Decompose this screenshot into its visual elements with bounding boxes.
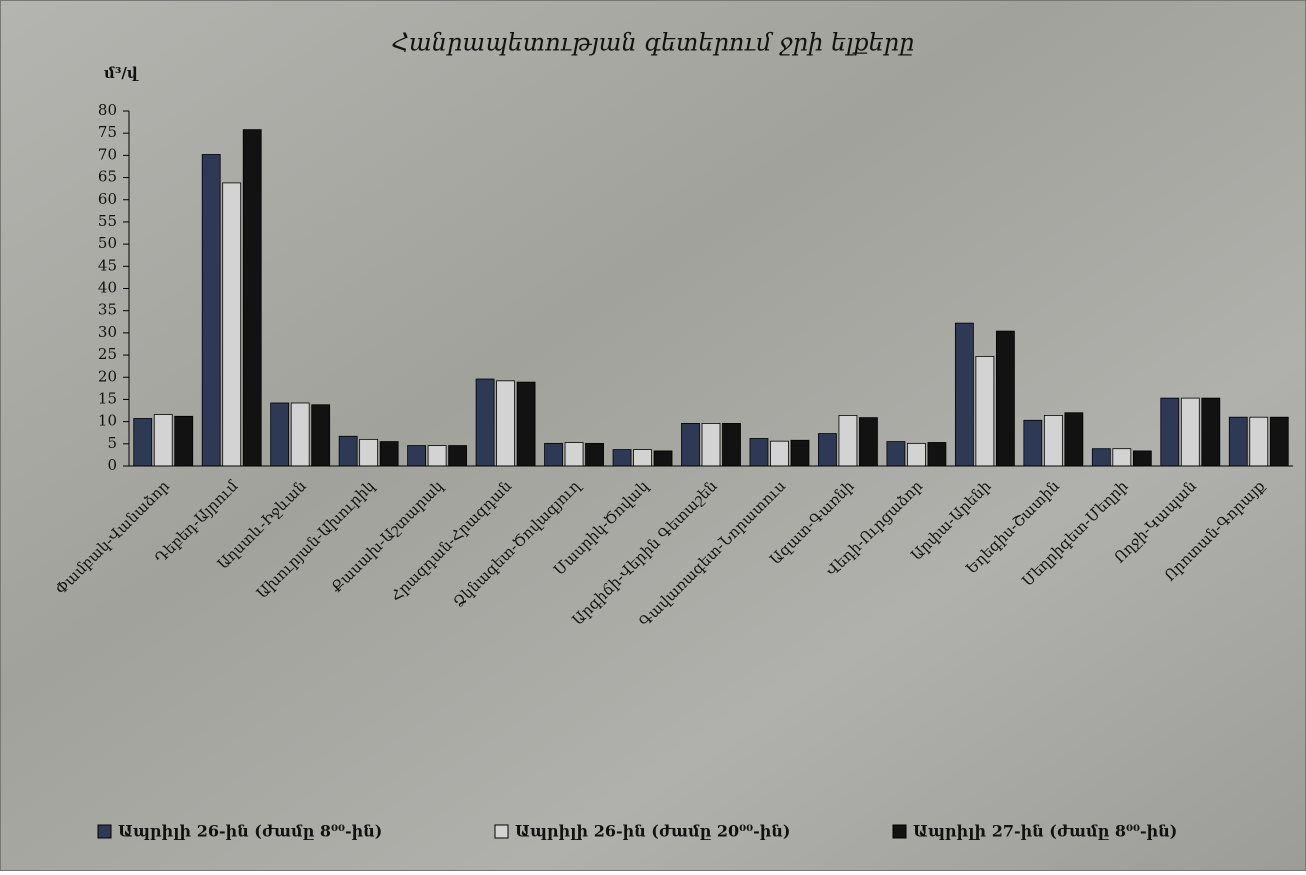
bar <box>338 435 358 467</box>
bar <box>1228 416 1248 467</box>
bar <box>770 440 789 467</box>
bar <box>379 441 399 467</box>
y-tick-label: 80 <box>98 101 117 119</box>
legend-swatch <box>97 824 112 839</box>
bar <box>448 445 468 467</box>
bar <box>564 442 584 467</box>
bar <box>153 414 173 467</box>
y-tick-label: 0 <box>107 456 117 474</box>
bar <box>1132 450 1152 467</box>
bar <box>1160 397 1180 467</box>
bar <box>633 449 652 467</box>
bar <box>1249 416 1269 467</box>
bar <box>516 381 536 467</box>
bar <box>1023 419 1043 467</box>
bar <box>995 330 1015 467</box>
bar <box>818 433 837 467</box>
bar <box>242 129 262 467</box>
legend-swatch <box>892 824 907 839</box>
bar <box>1180 397 1200 467</box>
y-tick-label: 50 <box>98 234 117 252</box>
bar <box>886 441 906 467</box>
y-tick-label: 30 <box>98 323 117 341</box>
y-tick-label: 15 <box>98 389 117 407</box>
bar <box>201 154 221 467</box>
y-tick-label: 75 <box>98 123 117 141</box>
y-tick-label: 65 <box>98 168 117 186</box>
bar <box>311 404 331 467</box>
bar <box>701 422 721 467</box>
bar <box>653 450 673 467</box>
bar <box>270 402 290 467</box>
legend-label: Ապրիլի 27-ին (ժամը 8⁰⁰-ին) <box>913 822 1177 841</box>
chart-title: Հանրապետության գետերում ջրի ելքերը <box>392 29 915 57</box>
bar <box>927 442 947 467</box>
y-tick-label: 70 <box>98 145 117 163</box>
bar <box>954 322 974 467</box>
y-tick-label: 10 <box>98 412 117 430</box>
bar <box>496 380 515 467</box>
bar <box>359 438 379 467</box>
y-tick-label: 60 <box>98 190 117 208</box>
bar <box>1043 415 1063 467</box>
y-axis-label: մ³/վ <box>104 64 139 82</box>
bar <box>907 442 926 467</box>
bar <box>1201 397 1221 467</box>
bar <box>838 415 858 467</box>
bar <box>475 378 495 467</box>
y-tick-label: 25 <box>98 345 117 363</box>
bar <box>427 445 447 467</box>
y-tick-label: 5 <box>107 434 117 452</box>
legend-label: Ապրիլի 26-ին (ժամը 8⁰⁰-ին) <box>118 822 382 841</box>
bar <box>290 402 310 467</box>
bar <box>722 422 741 467</box>
bar <box>222 182 242 467</box>
bar <box>1112 448 1132 467</box>
bar <box>859 417 878 467</box>
bar <box>544 442 563 467</box>
bar <box>975 355 995 467</box>
bar <box>1269 416 1289 467</box>
bar <box>612 449 632 467</box>
y-tick-label: 40 <box>98 279 117 297</box>
bar <box>585 442 604 467</box>
bar <box>1091 448 1111 467</box>
legend-swatch <box>494 824 509 839</box>
legend-label: Ապրիլի 26-ին (ժամը 20⁰⁰-ին) <box>515 822 790 841</box>
bar <box>1064 412 1084 467</box>
y-tick-label: 45 <box>98 256 117 274</box>
bar <box>133 418 153 467</box>
bar <box>407 445 427 467</box>
y-tick-label: 55 <box>98 212 117 230</box>
bar <box>749 438 769 467</box>
bar <box>174 415 194 467</box>
y-tick-label: 20 <box>98 367 117 385</box>
y-tick-label: 35 <box>98 301 117 319</box>
bar <box>790 439 810 467</box>
bar <box>681 422 700 467</box>
